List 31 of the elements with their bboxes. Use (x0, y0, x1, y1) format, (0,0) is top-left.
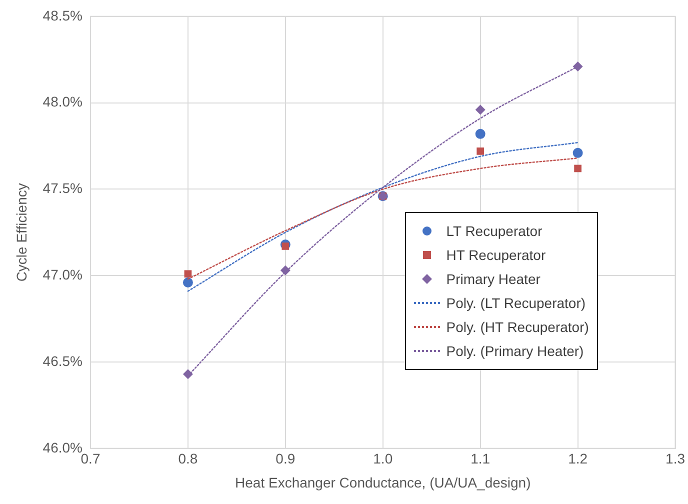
point (475, 104, 486, 115)
legend-label: LT Recuperator (446, 223, 542, 240)
y-tick-label: 47.5% (42, 180, 82, 196)
point (282, 242, 290, 250)
y-tick-label: 46.5% (42, 352, 82, 369)
legend-label: Poly. (LT Recuperator) (446, 295, 586, 312)
x-tick-label: 0.7 (80, 450, 100, 467)
point (475, 128, 486, 139)
legend-label: Primary Heater (446, 271, 540, 288)
point (572, 62, 583, 72)
x-tick-label: 1.2 (568, 450, 588, 467)
x-axis-title: Heat Exchanger Conductance, (UA/UA_design) (235, 474, 531, 490)
y-axis-title: Cycle Efficiency (13, 183, 30, 282)
point (184, 270, 192, 278)
legend-label: HT Recuperator (446, 247, 546, 264)
x-tick-label: 1.1 (470, 450, 490, 467)
y-tick-label: 46.0% (42, 439, 82, 456)
y-tick-label: 47.0% (42, 266, 82, 282)
point (476, 148, 484, 155)
point (574, 164, 582, 172)
legend-label: Poly. (HT Recuperator) (446, 319, 589, 336)
x-tick-label: 0.9 (276, 450, 296, 467)
x-tick-label: 1.3 (666, 450, 686, 467)
x-tick-label: 0.8 (178, 450, 198, 467)
x-tick-label: 1.0 (373, 450, 393, 467)
y-tick-label: 48.0% (42, 94, 82, 110)
legend-label: Poly. (Primary Heater) (446, 343, 584, 360)
point (182, 278, 193, 288)
y-tick-label: 48.5% (42, 7, 82, 24)
point (572, 148, 583, 158)
line-series (187, 142, 578, 292)
